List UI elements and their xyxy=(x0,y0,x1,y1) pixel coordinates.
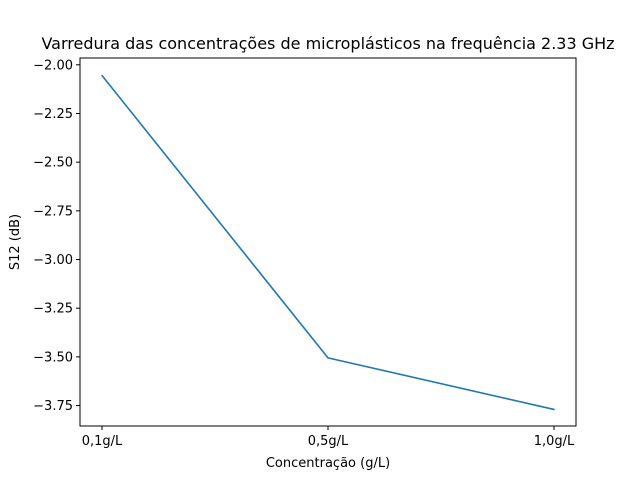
y-tick-label: −3.00 xyxy=(33,253,73,268)
x-tick-label: 0,5g/L xyxy=(308,434,349,449)
x-axis-label: Concentração (g/L) xyxy=(266,456,390,471)
y-axis-ticks: −2.00 −2.25 −2.50 −2.75 −3.00 −3.25 −3.50 −3.75 xyxy=(33,58,80,414)
y-tick-label: −2.00 xyxy=(33,58,73,73)
y-tick-label: −3.25 xyxy=(33,302,73,317)
y-tick-label: −2.25 xyxy=(33,107,73,122)
plot-area xyxy=(79,57,577,427)
x-tick-label: 0,1g/L xyxy=(82,434,123,449)
chart-title: Varredura das concentrações de microplás… xyxy=(41,34,614,53)
y-tick-label: −2.75 xyxy=(33,204,73,219)
y-axis-label: S12 (dB) xyxy=(8,214,23,270)
series-layer xyxy=(101,74,555,411)
data-point xyxy=(553,408,555,411)
data-point xyxy=(327,357,329,359)
y-tick-label: −2.50 xyxy=(33,156,73,171)
x-axis-ticks: 0,1g/L 0,5g/L 1,0g/L xyxy=(82,426,575,449)
y-tick-label: −3.50 xyxy=(33,350,73,365)
y-tick-label: −3.75 xyxy=(33,399,73,414)
data-point xyxy=(101,74,103,77)
x-tick-label: 1,0g/L xyxy=(534,434,575,449)
